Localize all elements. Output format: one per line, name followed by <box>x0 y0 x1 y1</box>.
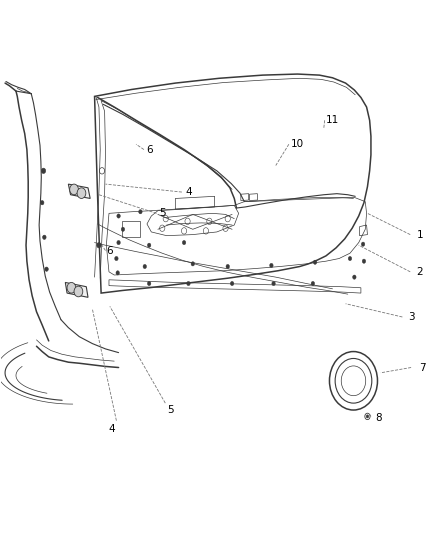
Text: 6: 6 <box>146 144 152 155</box>
Circle shape <box>226 264 230 269</box>
Text: 3: 3 <box>408 312 414 322</box>
Circle shape <box>42 235 46 239</box>
Circle shape <box>74 286 83 297</box>
Polygon shape <box>68 184 90 198</box>
Bar <box>122 221 140 237</box>
Circle shape <box>361 242 365 246</box>
Text: 11: 11 <box>326 115 339 125</box>
Circle shape <box>77 188 86 198</box>
Text: 4: 4 <box>109 424 115 434</box>
Circle shape <box>353 275 356 279</box>
Circle shape <box>366 415 369 418</box>
Circle shape <box>41 168 46 173</box>
Circle shape <box>67 282 76 293</box>
Circle shape <box>311 281 314 286</box>
Circle shape <box>148 243 151 247</box>
Circle shape <box>365 413 370 419</box>
Text: 7: 7 <box>419 362 425 373</box>
Text: 10: 10 <box>291 139 304 149</box>
Circle shape <box>362 259 366 263</box>
Circle shape <box>187 281 190 286</box>
Text: 5: 5 <box>159 208 166 219</box>
Circle shape <box>70 184 78 195</box>
Circle shape <box>182 240 186 245</box>
Circle shape <box>45 267 48 271</box>
Text: 8: 8 <box>375 413 381 423</box>
Text: 6: 6 <box>106 246 113 255</box>
Circle shape <box>97 243 101 248</box>
Circle shape <box>143 264 147 269</box>
Circle shape <box>139 209 142 214</box>
Circle shape <box>117 240 120 245</box>
Circle shape <box>99 167 105 174</box>
Circle shape <box>230 281 234 286</box>
Circle shape <box>272 281 276 286</box>
Circle shape <box>191 262 194 266</box>
Circle shape <box>40 200 44 205</box>
Circle shape <box>270 263 273 268</box>
Text: 1: 1 <box>417 230 423 240</box>
Circle shape <box>115 256 118 261</box>
Circle shape <box>116 271 120 275</box>
Text: 2: 2 <box>417 267 423 277</box>
Polygon shape <box>65 282 88 297</box>
Circle shape <box>348 256 352 261</box>
Text: 5: 5 <box>168 405 174 415</box>
Text: 4: 4 <box>185 187 192 197</box>
Circle shape <box>313 260 317 264</box>
Circle shape <box>117 214 120 218</box>
Circle shape <box>148 281 151 286</box>
Circle shape <box>121 227 125 231</box>
